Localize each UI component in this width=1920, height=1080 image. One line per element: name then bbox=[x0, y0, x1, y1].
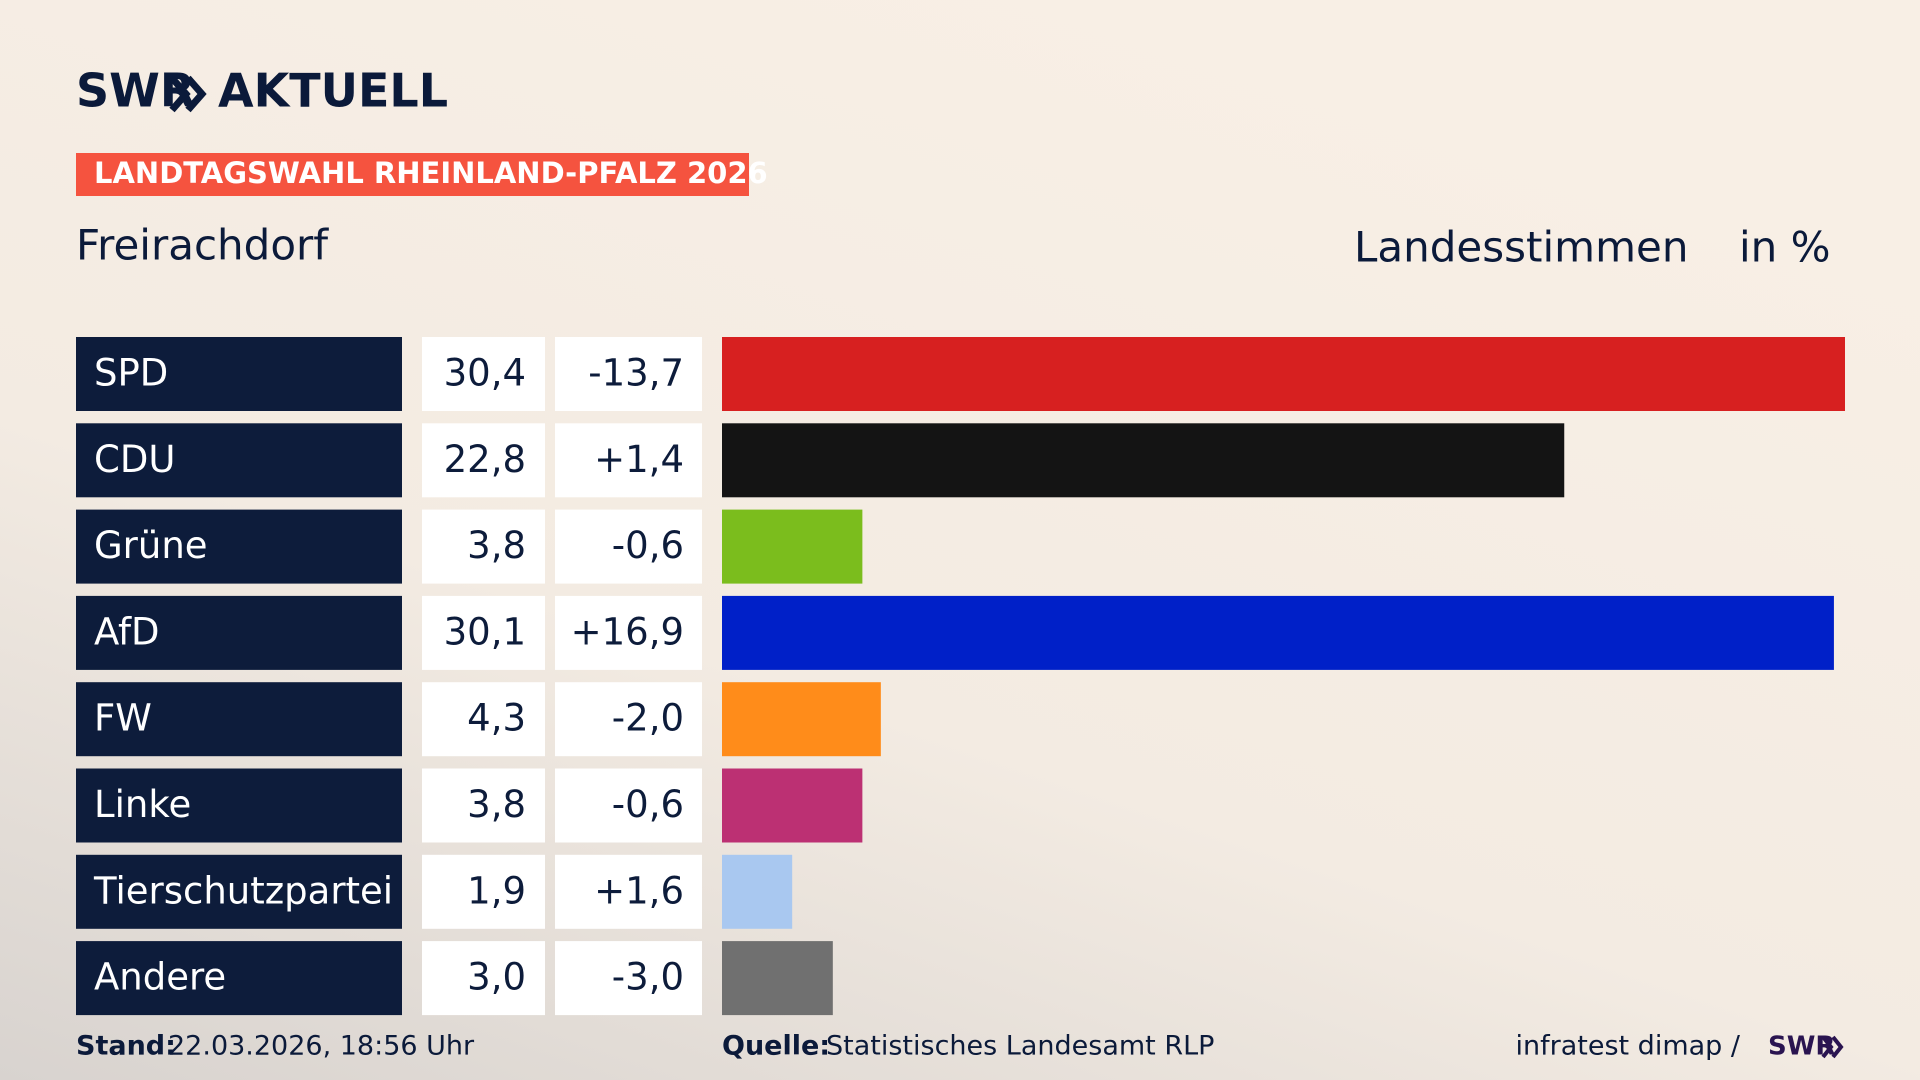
change-box bbox=[555, 854, 702, 929]
party-box bbox=[76, 854, 402, 929]
value-box bbox=[422, 595, 545, 670]
source: Statistisches Landesamt RLP bbox=[826, 1031, 1214, 1062]
change-box bbox=[555, 768, 702, 843]
value-label: 1,9 bbox=[467, 869, 526, 912]
party-box bbox=[76, 337, 402, 411]
value-box bbox=[422, 854, 545, 929]
value-box bbox=[422, 682, 545, 757]
stand: 22.03.2026, 18:56 Uhr bbox=[168, 1031, 475, 1062]
logo: SWR AKTUELL bbox=[76, 64, 448, 118]
change-box bbox=[555, 509, 702, 584]
bar bbox=[722, 337, 1845, 411]
party-name: Tierschutzpartei bbox=[93, 869, 393, 912]
bar bbox=[722, 768, 863, 843]
value-label: 4,3 bbox=[467, 697, 526, 740]
value-box bbox=[422, 337, 545, 411]
credit: infratest dimap / bbox=[1515, 1031, 1740, 1062]
change-label: -3,0 bbox=[612, 956, 684, 999]
value-label: 3,8 bbox=[467, 524, 526, 567]
chart-subtitle: Landesstimmen bbox=[1354, 223, 1688, 272]
bar bbox=[722, 595, 1834, 670]
value-box bbox=[422, 768, 545, 843]
bar bbox=[722, 941, 833, 1016]
party-box bbox=[76, 595, 402, 670]
value-label: 3,8 bbox=[467, 783, 526, 826]
brand: SWR bbox=[76, 64, 195, 118]
value-box bbox=[422, 423, 545, 498]
bar bbox=[722, 509, 863, 584]
source-label: Quelle: bbox=[722, 1031, 830, 1062]
change-label: -0,6 bbox=[612, 524, 684, 567]
value-label: 30,1 bbox=[444, 610, 526, 653]
party-name: Linke bbox=[94, 783, 191, 826]
change-box bbox=[555, 337, 702, 411]
change-label: +16,9 bbox=[571, 610, 684, 653]
change-box bbox=[555, 682, 702, 757]
change-box bbox=[555, 423, 702, 498]
badge-box bbox=[76, 153, 749, 196]
party-name: Grüne bbox=[94, 524, 208, 567]
party-name: FW bbox=[94, 697, 152, 740]
change-label: -13,7 bbox=[588, 352, 684, 395]
unit: in % bbox=[1739, 223, 1831, 272]
bar bbox=[722, 682, 881, 757]
party-box bbox=[76, 509, 402, 584]
party-name: CDU bbox=[94, 438, 175, 481]
value-label: 3,0 bbox=[467, 956, 526, 999]
party-box bbox=[76, 423, 402, 498]
chart-title: Freirachdorf bbox=[76, 221, 329, 270]
credit-chevrons bbox=[1821, 1035, 1844, 1059]
party-box bbox=[76, 682, 402, 757]
brand-suffix: AKTUELL bbox=[218, 64, 448, 118]
stand-label: Stand: bbox=[76, 1031, 176, 1062]
brand-chevrons bbox=[169, 75, 207, 113]
bar bbox=[722, 423, 1565, 498]
bar bbox=[722, 854, 793, 929]
change-label: -2,0 bbox=[612, 697, 684, 740]
change-label: -0,6 bbox=[612, 783, 684, 826]
value-label: 22,8 bbox=[444, 438, 526, 481]
party-name: SPD bbox=[94, 352, 168, 395]
change-label: +1,4 bbox=[594, 438, 684, 481]
value-label: 30,4 bbox=[444, 352, 526, 395]
value-box bbox=[422, 509, 545, 584]
party-name: AfD bbox=[94, 610, 160, 653]
badge: LANDTAGSWAHL RHEINLAND-PFALZ 2026 bbox=[94, 156, 768, 190]
rows: SPD 30,4 -13,7 CDU 22,8 +1,4 Grüne 3,8 -0,6 AfD 30… bbox=[76, 337, 1845, 1016]
change-box bbox=[555, 595, 702, 670]
party-name: Andere bbox=[94, 956, 226, 999]
value-box bbox=[422, 941, 545, 1016]
change-label: +1,6 bbox=[594, 869, 684, 912]
change-box bbox=[555, 941, 702, 1016]
party-box bbox=[76, 941, 402, 1016]
party-box bbox=[76, 768, 402, 843]
